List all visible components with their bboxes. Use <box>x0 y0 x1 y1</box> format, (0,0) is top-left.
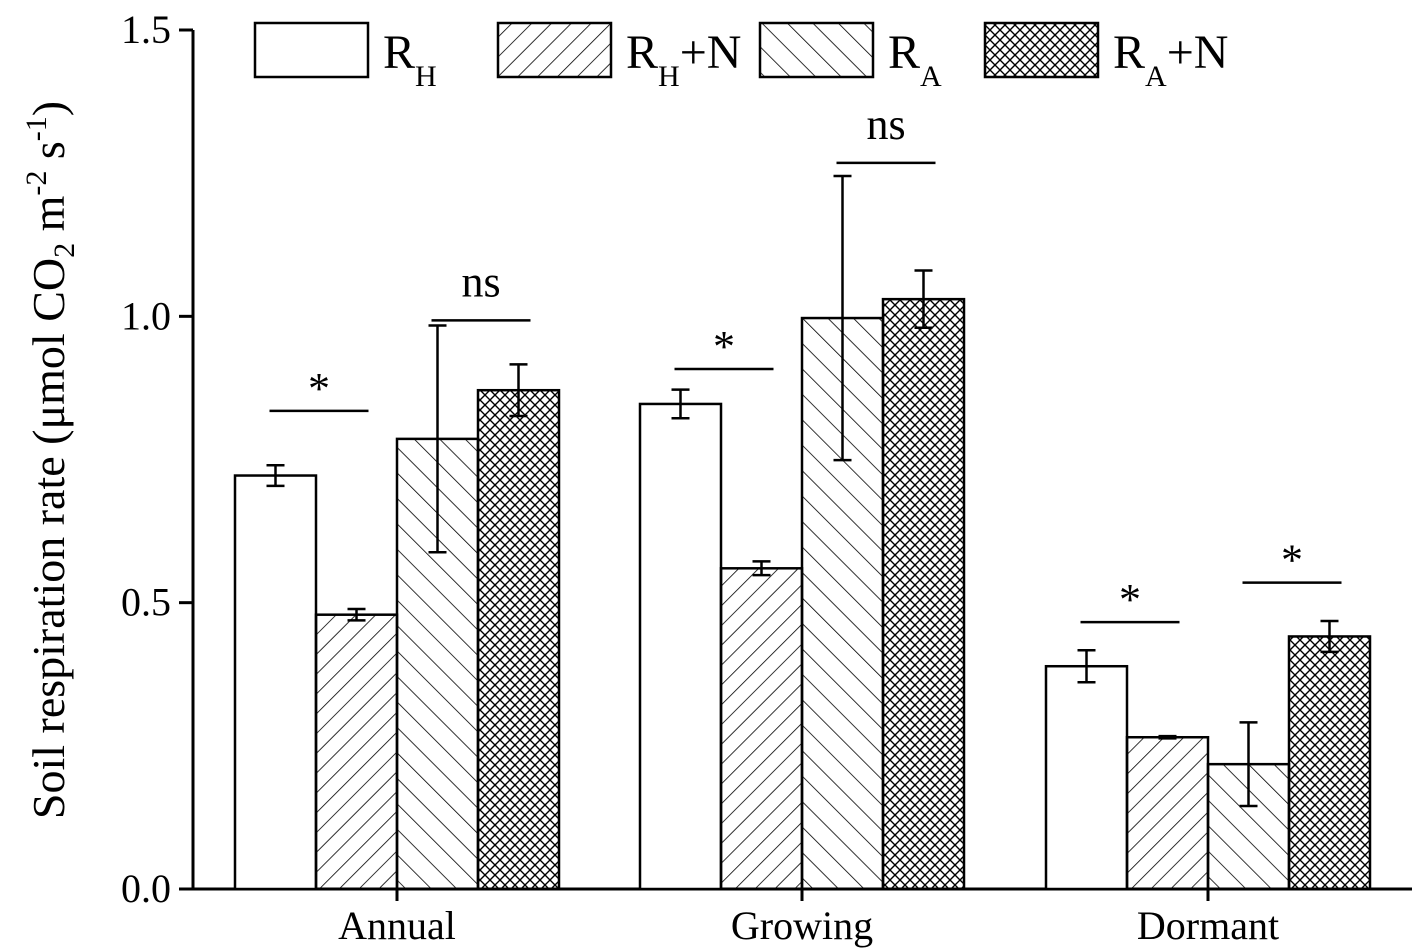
legend-swatch <box>496 21 613 79</box>
bar <box>476 388 561 891</box>
error-bar <box>833 174 852 462</box>
significance-label: * <box>1281 536 1303 585</box>
bar <box>233 474 318 891</box>
error-bar <box>428 324 447 554</box>
significance-label: * <box>713 322 735 371</box>
error-bar <box>266 463 285 488</box>
error-bar <box>752 560 771 577</box>
error-bar <box>1158 734 1177 740</box>
legend-swatch <box>253 21 370 79</box>
x-tick-label: Growing <box>731 903 873 948</box>
legend-label: RA+N <box>1113 26 1228 93</box>
y-tick-label: 0.5 <box>121 580 171 625</box>
bar <box>314 613 399 891</box>
error-bar <box>1239 721 1258 808</box>
legend-swatch <box>983 21 1100 79</box>
legend-label: RH+N <box>626 26 741 93</box>
significance-label: * <box>1119 575 1141 624</box>
error-bar <box>1077 648 1096 684</box>
error-bar <box>509 363 528 418</box>
error-bar <box>914 269 933 330</box>
legend-item: RA <box>758 21 942 93</box>
y-axis-label: Soil respiration rate (μmol CO2 m-2 s-1) <box>20 101 81 819</box>
significance-label: ns <box>461 257 500 306</box>
bars <box>233 174 1372 891</box>
svg-text:Soil respiration rate (μmol CO: Soil respiration rate (μmol CO2 m-2 s-1) <box>20 101 81 819</box>
legend-label: RH <box>383 26 437 93</box>
legend-item: RA+N <box>983 21 1228 93</box>
legend-swatch <box>758 21 875 79</box>
y-label-text: Soil respiration rate (μmol CO <box>23 258 74 819</box>
error-bar <box>1320 619 1339 654</box>
bar <box>1044 664 1129 891</box>
bar <box>881 297 966 891</box>
significance-annotations: * ns * ns * * <box>269 100 1342 624</box>
error-bar <box>347 607 366 622</box>
significance-label: ns <box>866 100 905 149</box>
y-tick-label: 1.0 <box>121 293 171 338</box>
legend-label: RA <box>888 26 942 93</box>
error-bar <box>671 388 690 420</box>
legend: RH RH+N RA RA+N <box>253 21 1228 93</box>
bar <box>719 567 804 891</box>
x-tick-label: Dormant <box>1137 903 1279 948</box>
x-tick-label: Annual <box>338 903 456 948</box>
axes: 0.0 0.5 1.0 1.5 Annual Growing Dormant <box>121 7 1412 948</box>
legend-item: RH <box>253 21 437 93</box>
bar <box>638 402 723 891</box>
bar <box>1287 635 1372 891</box>
y-tick-label: 0.0 <box>121 866 171 911</box>
bar <box>1125 735 1210 891</box>
significance-label: * <box>308 364 330 413</box>
y-tick-label: 1.5 <box>121 7 171 52</box>
legend-item: RH+N <box>496 21 741 93</box>
